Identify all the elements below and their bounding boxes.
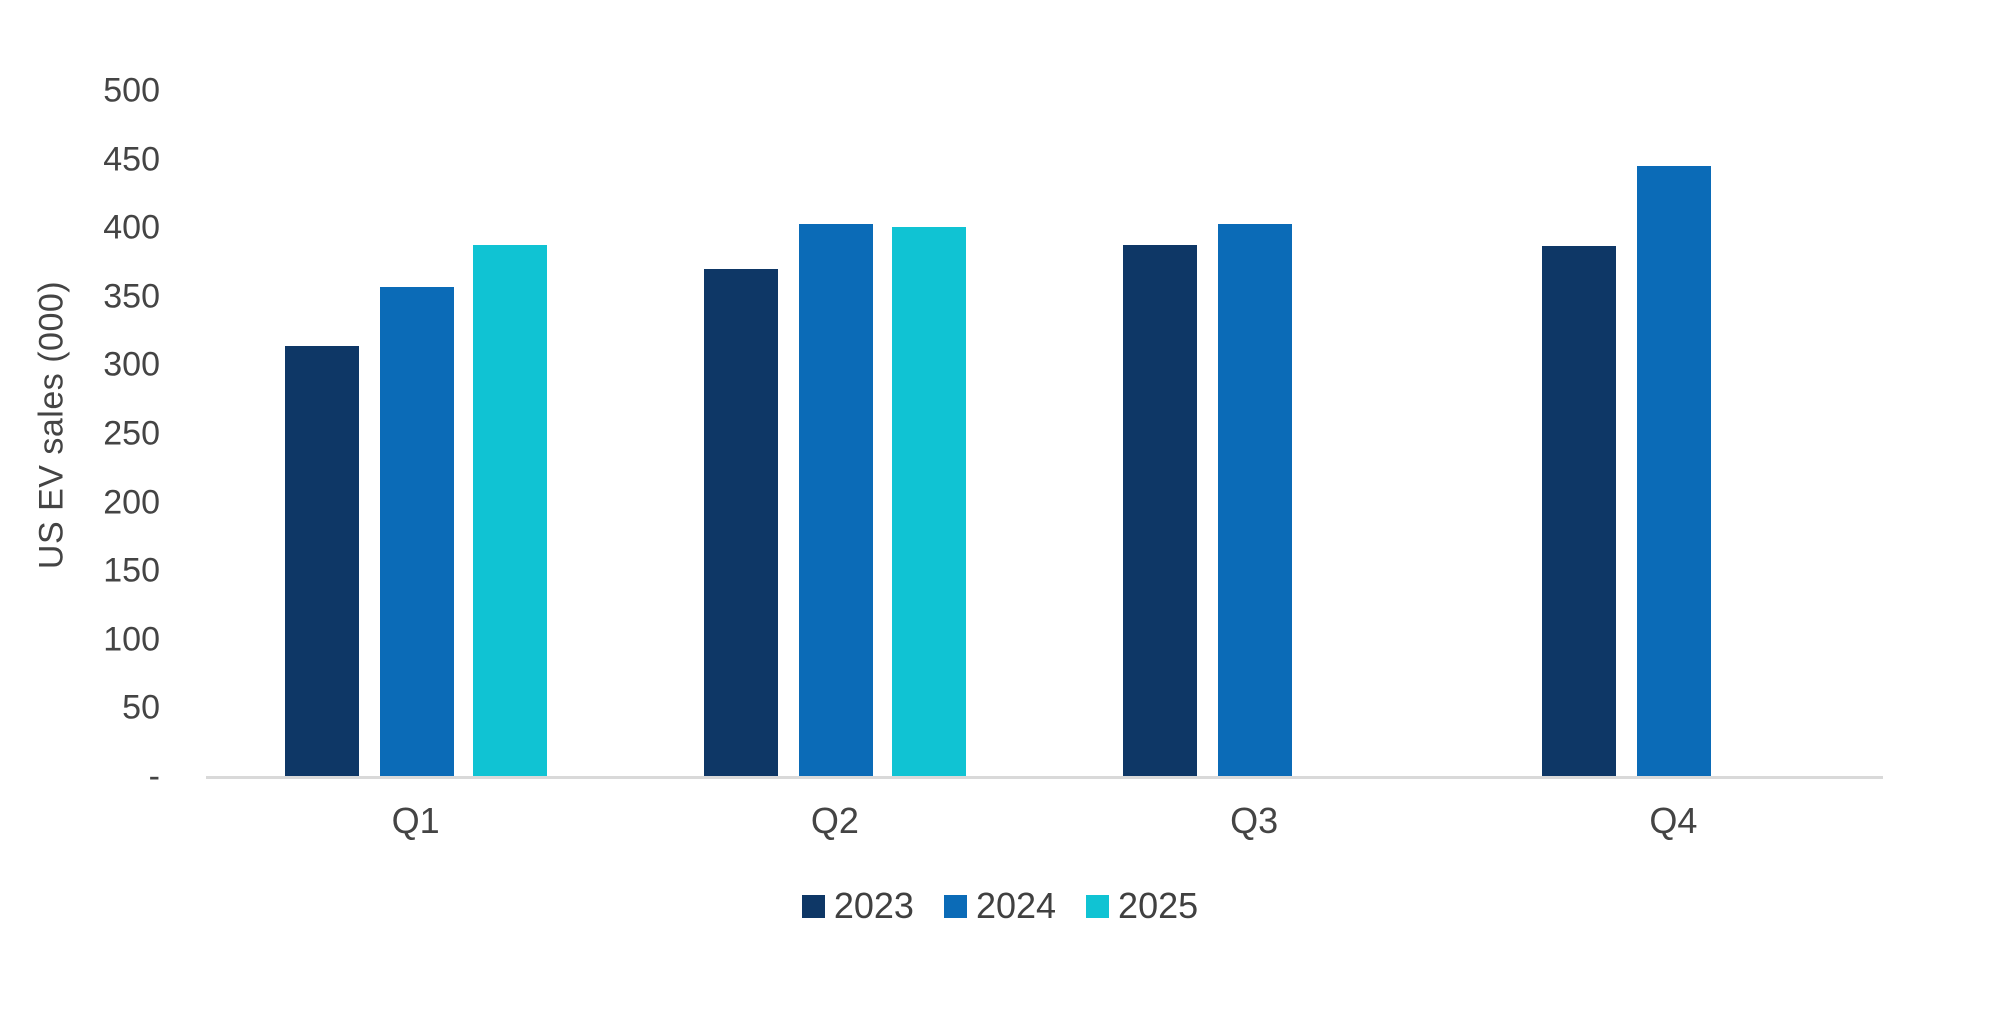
legend: 2023 2024 2025 [0,885,2000,927]
y-tick-label-300: 300 [103,345,160,384]
y-tick-label-200: 200 [103,483,160,522]
y-tick-label-150: 150 [103,551,160,590]
y-tick-label-350: 350 [103,277,160,316]
bar-2025-Q2 [891,226,966,777]
bar-2023-Q4 [1542,246,1617,777]
x-tick-label-Q2: Q2 [810,800,859,841]
bar-2025-Q1 [472,244,547,777]
bar-2023-Q2 [703,269,778,777]
y-tick-label-100: 100 [103,620,160,659]
y-tick-label-400: 400 [103,208,160,247]
bar-2023-Q3 [1123,244,1198,777]
legend-item-2023: 2023 [801,885,914,927]
x-tick-label-Q1: Q1 [391,800,440,841]
legend-label-2024: 2024 [975,885,1057,926]
legend-item-2025: 2025 [1086,885,1198,927]
x-tick-label-Q3: Q3 [1230,800,1279,841]
legend-swatch-2025 [1086,894,1110,918]
y-tick-label-250: 250 [103,414,160,453]
legend-swatch-2024 [943,894,967,918]
bar-2024-Q2 [798,224,873,777]
y-tick-label-450: 450 [103,140,160,179]
bar-2024-Q4 [1637,166,1712,777]
bar-2024-Q1 [379,287,454,777]
y-tick-label-0: - [148,757,160,796]
x-tick-label-Q4: Q4 [1649,800,1698,841]
legend-swatch-2023 [801,894,825,918]
legend-label-2025: 2025 [1118,885,1199,926]
legend-label-2023: 2023 [833,885,914,926]
bar-2023-Q1 [284,346,359,777]
bar-2024-Q3 [1218,224,1293,777]
y-tick-label-500: 500 [103,71,160,110]
y-tick-label-50: 50 [122,688,160,727]
legend-item-2024: 2024 [943,885,1057,927]
x-axis-line [206,776,1883,779]
